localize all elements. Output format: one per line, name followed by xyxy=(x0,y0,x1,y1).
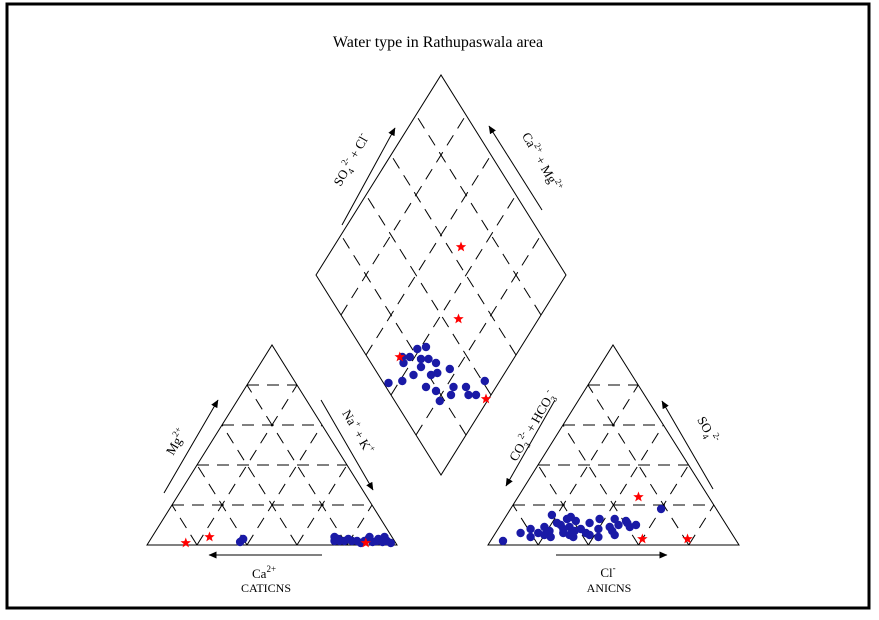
anion-circle-point xyxy=(546,532,555,542)
diamond-camg-arrow xyxy=(488,125,543,211)
anion-circle-point xyxy=(516,528,525,538)
diamond-circle-point xyxy=(435,396,444,406)
diamond-circle-point xyxy=(464,390,473,400)
diamond-circle-point xyxy=(480,376,489,386)
diamond-circle-point xyxy=(445,364,454,374)
anion-circle-point xyxy=(526,532,535,542)
diamond-circle-point xyxy=(426,370,436,380)
anion-star-point xyxy=(682,533,693,544)
cation-triangle-grid-line xyxy=(246,424,323,546)
chart-title: Water type in Rathupaswala area xyxy=(333,34,543,51)
anion-star-point xyxy=(637,533,648,544)
anion-triangle-grid-line xyxy=(587,424,664,546)
cation-bottom-label: Ca2+ xyxy=(252,564,276,581)
axis-arrows xyxy=(163,125,714,559)
cation-triangle-grid-line xyxy=(296,464,348,546)
anion-circle-point xyxy=(595,514,604,524)
anion-triangle-grid-line xyxy=(537,464,589,546)
points-layer xyxy=(180,241,693,548)
diamond-circle-point xyxy=(416,362,426,372)
anion-circle-point xyxy=(547,510,557,520)
cation-triangle-grid-line xyxy=(246,384,348,546)
diamond-circle-point xyxy=(399,358,408,368)
diamond-circle-point xyxy=(461,382,471,392)
anion-circle-point xyxy=(621,516,631,526)
outline-layer xyxy=(146,74,740,546)
diamond-so4cl-arrow xyxy=(341,127,396,226)
diamond-circle-point xyxy=(424,354,433,364)
cation-circle-point xyxy=(386,538,395,548)
diamond-circle-point xyxy=(431,386,441,396)
anion-bottom-label: Cl- xyxy=(600,563,615,580)
anion-triangle-grid-line xyxy=(638,464,690,546)
diamond-circle-point xyxy=(405,352,414,362)
cation-triangle-outline xyxy=(146,344,398,546)
cation-triangle-grid-line xyxy=(196,464,248,546)
anion-triangle-grid-line xyxy=(537,384,639,546)
diamond-star-point xyxy=(394,351,405,362)
diamond-circle-point xyxy=(413,344,422,354)
anion-circle-point xyxy=(585,530,594,540)
anion-circle-point xyxy=(552,518,562,528)
diamond-circle-point xyxy=(433,368,442,378)
cation-star-point xyxy=(360,537,371,548)
diamond-circle-point xyxy=(421,382,431,392)
anion-circle-point xyxy=(566,512,575,522)
anion-circle-point xyxy=(610,514,619,524)
cation-triangle-grid-line xyxy=(196,384,298,546)
cation-star-point xyxy=(204,531,215,542)
diamond-circle-point xyxy=(416,354,426,364)
cation-triangle-grid-line xyxy=(171,504,198,546)
anion-so4-arrow xyxy=(661,400,714,490)
diamond-star-point xyxy=(455,241,467,252)
cation-circle-point xyxy=(380,532,389,542)
anion-circle-point xyxy=(498,536,508,546)
diamond-star-point xyxy=(480,393,492,404)
diamond-circle-point xyxy=(471,390,481,400)
anion-circle-point xyxy=(614,520,623,530)
anion-right-label: SO42- xyxy=(692,413,724,448)
anion-circle-point xyxy=(594,532,603,542)
anion-caption: ANICNS xyxy=(587,581,632,595)
cation-triangle-grid-line xyxy=(221,424,298,546)
anion-circle-point xyxy=(625,522,634,532)
anion-triangle-grid-line xyxy=(587,384,690,546)
diamond-circle-point xyxy=(384,378,393,388)
cation-nak-arrow xyxy=(320,399,374,491)
cation-circle-point xyxy=(239,534,248,544)
cation-caption: CATICNS xyxy=(241,581,291,595)
diamond-circle-point xyxy=(449,382,458,392)
anion-circle-point xyxy=(526,524,535,534)
cation-circle-point xyxy=(365,532,374,542)
anion-star-point xyxy=(633,491,644,502)
diamond-outline xyxy=(315,74,567,476)
anion-triangle-outline xyxy=(487,344,740,546)
cation-mg-arrow xyxy=(163,399,219,494)
diamond-circle-point xyxy=(431,358,441,368)
anion-circle-point xyxy=(594,524,603,534)
anion-triangle-grid-line xyxy=(688,504,715,546)
diamond-circle-point xyxy=(409,370,418,380)
diamond-circle-point xyxy=(398,376,407,386)
cation-star-point xyxy=(180,537,191,548)
anion-co3hco3-arrow xyxy=(505,399,556,487)
anion-circle-point xyxy=(656,504,666,514)
diamond-circle-point xyxy=(421,342,431,352)
diamond-circle-point xyxy=(446,390,456,400)
anion-circle-point xyxy=(585,518,594,528)
anion-circle-point xyxy=(610,530,619,540)
plot-border xyxy=(5,2,871,610)
anion-circle-point xyxy=(569,532,578,542)
diamond-star-point xyxy=(453,313,464,324)
